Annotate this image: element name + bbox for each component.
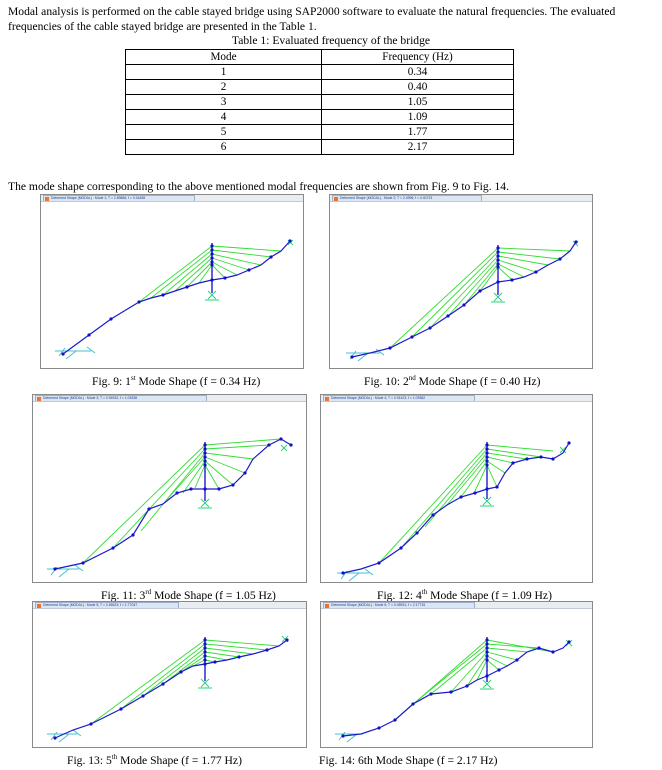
fig-12-viewport[interactable]: Deformed Shape (MODAL) - Mode 4; T = 0.9… bbox=[320, 394, 593, 583]
fig-14-viewport[interactable]: Deformed Shape (MODAL) - Mode 6; T = 0.4… bbox=[320, 601, 593, 748]
fig-12-tab[interactable]: Deformed Shape (MODAL) - Mode 4; T = 0.9… bbox=[323, 395, 475, 401]
cables bbox=[82, 438, 282, 564]
nodes bbox=[61, 239, 292, 356]
table-row: 4 1.09 bbox=[125, 109, 514, 125]
bridge-deck bbox=[54, 639, 288, 739]
mode-1-shape-plot bbox=[55, 239, 294, 360]
mode-4-shape-plot bbox=[337, 441, 571, 582]
sap2000-icon bbox=[325, 396, 329, 401]
table-header-row: Mode Frequency (Hz) bbox=[125, 49, 514, 65]
fig-10-caption: Fig. 10: 2nd Mode Shape (f = 0.40 Hz) bbox=[364, 374, 541, 388]
fig-9-tab-label: Deformed Shape (MODAL) - Mode 1; T = 2.8… bbox=[51, 196, 146, 200]
abutment-left bbox=[47, 729, 82, 743]
mode-5-shape-plot bbox=[47, 635, 289, 743]
cables bbox=[90, 639, 280, 725]
mode-cell: 5 bbox=[125, 124, 322, 140]
cables bbox=[138, 245, 282, 303]
table-row: 6 2.17 bbox=[125, 139, 514, 155]
frequency-cell: 1.05 bbox=[321, 94, 514, 110]
fig-10-tab[interactable]: Deformed Shape (MODAL) - Mode 2; T = 2.4… bbox=[332, 195, 482, 201]
nodes bbox=[350, 240, 578, 359]
mode-cell: 1 bbox=[125, 64, 322, 80]
fig-13-viewport[interactable]: Deformed Shape (MODAL) - Mode 5; T = 0.5… bbox=[32, 601, 307, 748]
bridge-deck bbox=[351, 241, 577, 358]
bridge-deck bbox=[342, 442, 570, 574]
abutment-left bbox=[47, 564, 84, 578]
fig-9-caption: Fig. 9: 1st Mode Shape (f = 0.34 Hz) bbox=[92, 374, 261, 388]
mode-cell: 6 bbox=[125, 139, 322, 155]
support bbox=[198, 635, 289, 689]
fig-14-titlebar: Deformed Shape (MODAL) - Mode 6; T = 0.4… bbox=[321, 602, 592, 609]
abutment-left bbox=[55, 346, 96, 360]
nodes bbox=[341, 638, 571, 738]
cables bbox=[389, 247, 571, 349]
frequency-cell: 0.40 bbox=[321, 79, 514, 95]
mode-shape-intro: The mode shape corresponding to the abov… bbox=[8, 180, 509, 193]
sap2000-icon bbox=[37, 603, 41, 608]
fig-13-caption: Fig. 13: 5th Mode Shape (f = 1.77 Hz) bbox=[67, 753, 242, 767]
fig-12-titlebar: Deformed Shape (MODAL) - Mode 4; T = 0.9… bbox=[321, 395, 592, 402]
table-row: 2 0.40 bbox=[125, 79, 514, 95]
table-row: 5 1.77 bbox=[125, 124, 514, 140]
bridge-deck bbox=[62, 240, 291, 355]
fig-9-tab[interactable]: Deformed Shape (MODAL) - Mode 1; T = 2.8… bbox=[43, 195, 195, 201]
fig-10-titlebar: Deformed Shape (MODAL) - Mode 2; T = 2.4… bbox=[330, 195, 592, 202]
sap2000-icon bbox=[325, 603, 329, 608]
fig-14-caption: Fig. 14: 6th Mode Shape (f = 2.17 Hz) bbox=[319, 753, 498, 767]
fig-11-tab-label: Deformed Shape (MODAL) - Mode 3; T = 0.9… bbox=[43, 396, 138, 400]
frequency-cell: 1.77 bbox=[321, 124, 514, 140]
fig-12-tab-label: Deformed Shape (MODAL) - Mode 4; T = 0.9… bbox=[331, 396, 426, 400]
nodes bbox=[53, 437, 293, 571]
nodes bbox=[53, 638, 289, 740]
nodes bbox=[341, 441, 571, 575]
fig-13-tab-label: Deformed Shape (MODAL) - Mode 5; T = 0.5… bbox=[43, 603, 138, 607]
mode-2-shape-plot bbox=[346, 240, 579, 362]
mode-cell: 4 bbox=[125, 109, 322, 125]
intro-paragraph: Modal analysis is performed on the cable… bbox=[8, 5, 616, 33]
fig-14-tab-label: Deformed Shape (MODAL) - Mode 6; T = 0.4… bbox=[331, 603, 426, 607]
abutment-left bbox=[335, 731, 363, 743]
header-mode: Mode bbox=[125, 49, 322, 65]
bridge-deck bbox=[54, 438, 292, 570]
table-row: 3 1.05 bbox=[125, 94, 514, 110]
fig-10-tab-label: Deformed Shape (MODAL) - Mode 2; T = 2.4… bbox=[340, 196, 433, 200]
fig-9-titlebar: Deformed Shape (MODAL) - Mode 1; T = 2.8… bbox=[41, 195, 303, 202]
fig-13-tab[interactable]: Deformed Shape (MODAL) - Mode 5; T = 0.5… bbox=[35, 602, 179, 608]
table-row: 1 0.34 bbox=[125, 64, 514, 80]
mode-3-shape-plot bbox=[47, 437, 293, 578]
cables bbox=[378, 444, 554, 564]
frequency-cell: 2.17 bbox=[321, 139, 514, 155]
fig-11-viewport[interactable]: Deformed Shape (MODAL) - Mode 3; T = 0.9… bbox=[32, 394, 307, 583]
fig-11-tab[interactable]: Deformed Shape (MODAL) - Mode 3; T = 0.9… bbox=[35, 395, 207, 401]
fig-13-titlebar: Deformed Shape (MODAL) - Mode 5; T = 0.5… bbox=[33, 602, 306, 609]
sap2000-icon bbox=[37, 396, 41, 401]
mode-6-shape-plot bbox=[335, 637, 573, 743]
support bbox=[480, 446, 567, 507]
fig-11-titlebar: Deformed Shape (MODAL) - Mode 3; T = 0.9… bbox=[33, 395, 306, 402]
fig-12-caption: Fig. 12: 4th Mode Shape (f = 1.09 Hz) bbox=[377, 588, 552, 602]
support bbox=[198, 444, 288, 509]
fig-14-tab[interactable]: Deformed Shape (MODAL) - Mode 6; T = 0.4… bbox=[323, 602, 475, 608]
header-frequency: Frequency (Hz) bbox=[321, 49, 514, 65]
fig-11-caption: Fig. 11: 3rd Mode Shape (f = 1.05 Hz) bbox=[101, 588, 276, 602]
fig-9-viewport[interactable]: Deformed Shape (MODAL) - Mode 1; T = 2.8… bbox=[40, 194, 304, 369]
cables bbox=[394, 639, 554, 721]
frequency-cell: 1.09 bbox=[321, 109, 514, 125]
sap2000-icon bbox=[45, 196, 49, 201]
mode-cell: 2 bbox=[125, 79, 322, 95]
frequency-cell: 0.34 bbox=[321, 64, 514, 80]
mode-cell: 3 bbox=[125, 94, 322, 110]
table-caption: Table 1: Evaluated frequency of the brid… bbox=[231, 34, 431, 47]
bridge-deck bbox=[342, 641, 570, 737]
sap2000-icon bbox=[334, 196, 338, 201]
fig-10-viewport[interactable]: Deformed Shape (MODAL) - Mode 2; T = 2.4… bbox=[329, 194, 593, 369]
